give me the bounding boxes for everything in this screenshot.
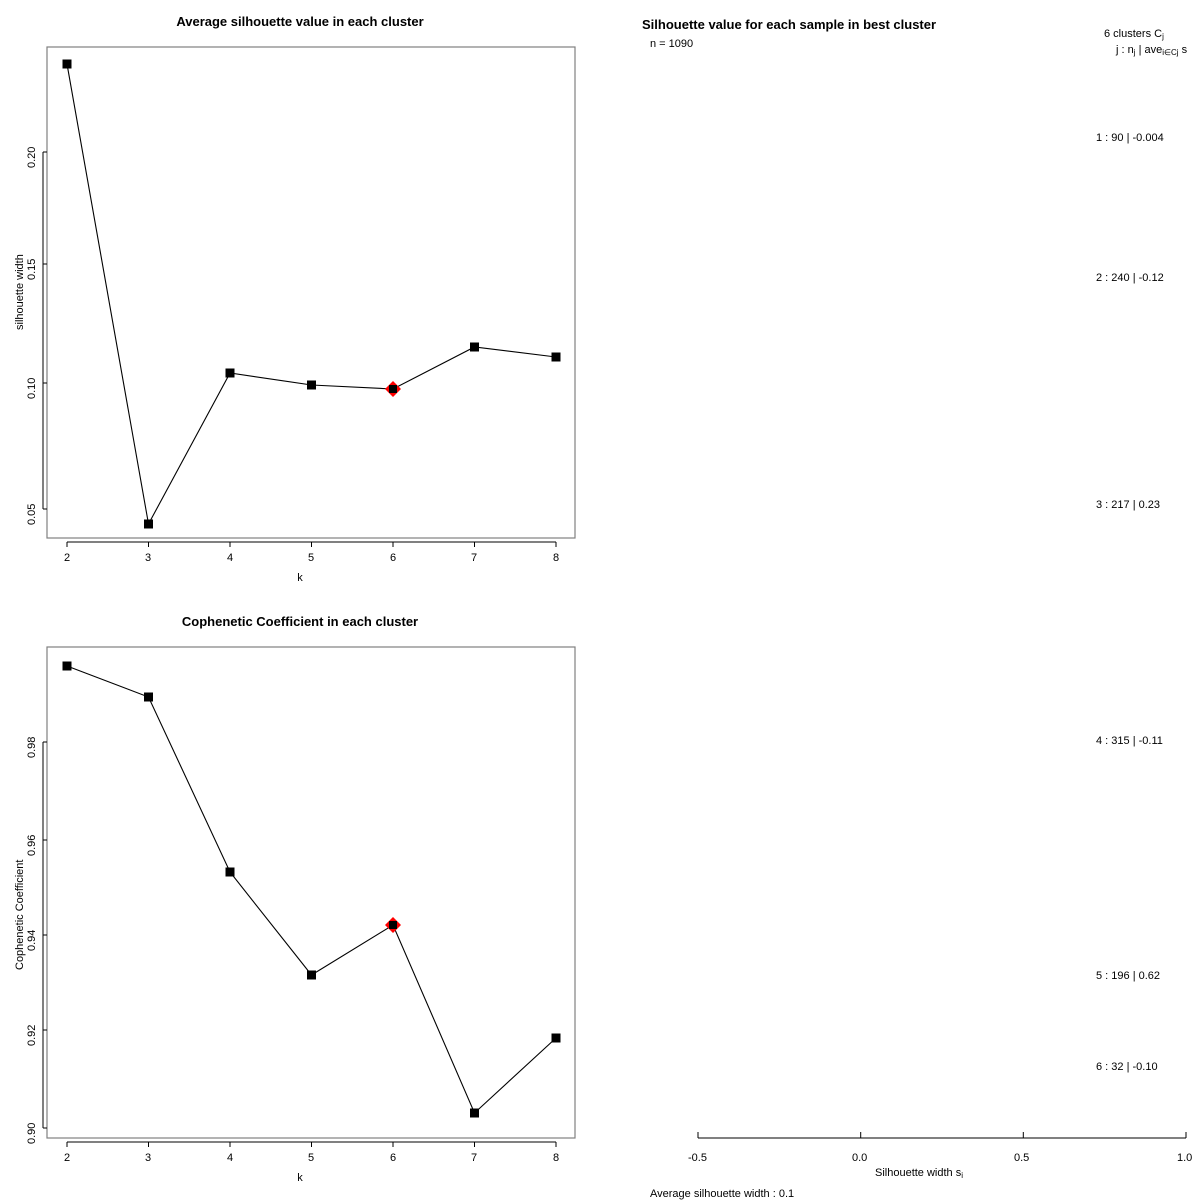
silhouette-x-axis xyxy=(697,1132,1187,1139)
cluster-summary-row: 4 : 315 | -0.11 xyxy=(1096,735,1163,747)
x-tick-label-c-4: 6 xyxy=(390,1152,397,1164)
cluster-header-line2-b: | ave xyxy=(1135,44,1163,56)
page-title-silhouette-samples: Silhouette value for each sample in best… xyxy=(642,17,937,32)
cluster-header-line2: j : nj | avei∈Cj s xyxy=(1116,44,1187,57)
highlight-point-core-cophenetic xyxy=(389,921,397,929)
y-tick-label-c-2: 0.94 xyxy=(26,929,38,951)
x-axis-ticks-cophenetic xyxy=(66,1141,557,1147)
y-tick-label-c-1: 0.92 xyxy=(26,1024,38,1046)
sil-x-axis-label-sub: i xyxy=(961,1171,963,1180)
y-tick-label-c-0: 0.90 xyxy=(26,1122,38,1144)
sil-x-tick-label-1: 0.0 xyxy=(852,1152,868,1164)
plot-area-average-silhouette xyxy=(42,46,576,547)
x-tick-label-6: 8 xyxy=(553,552,560,564)
sil-x-tick-label-0: -0.5 xyxy=(688,1152,707,1164)
page-title-cophenetic: Cophenetic Coefficient in each cluster xyxy=(181,614,419,629)
cluster-header-line1-sub: j xyxy=(1162,32,1164,41)
cluster-summary-row: 1 : 90 | -0.004 xyxy=(1096,132,1164,144)
sil-x-axis-label-main: Silhouette width s xyxy=(875,1167,962,1179)
x-tick-label-c-5: 7 xyxy=(471,1152,478,1164)
cluster-summary-row: 3 : 217 | 0.23 xyxy=(1096,499,1161,511)
sil-x-tick-label-3: 1.0 xyxy=(1177,1152,1193,1164)
y-tick-label-c-3: 0.96 xyxy=(26,834,38,856)
cluster-header-line2-b-sub: i∈Cj xyxy=(1162,48,1179,57)
page-title-average-silhouette: Average silhouette value in each cluster xyxy=(176,14,424,29)
cluster-header-line2-a: j : n xyxy=(1116,44,1134,56)
x-tick-label-c-3: 5 xyxy=(308,1152,315,1164)
panel-silhouette-samples: Silhouette value for each sample in best… xyxy=(600,0,1200,1200)
y-axis-ticks-cophenetic xyxy=(42,741,47,1129)
x-tick-label-c-6: 8 xyxy=(553,1152,560,1164)
y-tick-label-2: 0.10 xyxy=(26,377,38,399)
data-line-silhouette xyxy=(66,63,557,526)
panel-average-silhouette: Average silhouette value in each cluster… xyxy=(0,0,600,600)
x-axis-label-k-cophenetic: k xyxy=(297,1172,303,1184)
cluster-header-line1-text: 6 clusters C xyxy=(1104,28,1163,40)
y-axis-ticks xyxy=(42,151,47,510)
cluster-summary-row: 6 : 32 | -0.10 xyxy=(1096,1061,1158,1073)
y-tick-label-0: 0.20 xyxy=(26,146,38,168)
x-tick-label-4: 6 xyxy=(390,552,397,564)
y-tick-label-c-4: 0.98 xyxy=(26,736,38,758)
x-axis-label-k: k xyxy=(297,572,303,584)
sil-x-axis-label: Silhouette width si xyxy=(875,1167,963,1180)
x-tick-label-c-0: 2 xyxy=(64,1152,71,1164)
x-tick-label-c-2: 4 xyxy=(227,1152,234,1164)
plot-frame xyxy=(46,46,576,539)
x-tick-label-5: 7 xyxy=(471,552,478,564)
x-tick-label-0: 2 xyxy=(64,552,71,564)
cluster-header-line1: 6 clusters Cj xyxy=(1104,28,1164,41)
data-line-cophenetic xyxy=(66,665,557,1114)
y-tick-label-1: 0.15 xyxy=(26,258,38,280)
cluster-summary-row: 5 : 196 | 0.62 xyxy=(1096,970,1161,982)
sample-count-label: n = 1090 xyxy=(650,38,694,50)
cluster-header-line2-a-sub: j xyxy=(1133,48,1136,57)
x-tick-label-2: 4 xyxy=(227,552,234,564)
average-silhouette-width-footer: Average silhouette width : 0.1 xyxy=(650,1188,795,1200)
y-tick-label-3: 0.05 xyxy=(26,503,38,525)
panel-cophenetic-coefficient: Cophenetic Coefficient in each cluster C… xyxy=(0,600,600,1200)
x-axis-ticks xyxy=(66,541,557,547)
data-points-cophenetic xyxy=(62,661,561,1118)
highlight-point-core xyxy=(389,385,397,393)
plot-area-cophenetic xyxy=(42,646,576,1147)
x-tick-label-c-1: 3 xyxy=(145,1152,152,1164)
cluster-summary-row: 2 : 240 | -0.12 xyxy=(1096,272,1164,284)
x-tick-label-1: 3 xyxy=(145,552,152,564)
sil-x-tick-label-2: 0.5 xyxy=(1014,1152,1030,1164)
cluster-header-line2-c: s xyxy=(1178,44,1188,56)
plot-frame-cophenetic xyxy=(46,646,576,1139)
data-points-silhouette xyxy=(62,59,561,529)
x-tick-label-3: 5 xyxy=(308,552,315,564)
